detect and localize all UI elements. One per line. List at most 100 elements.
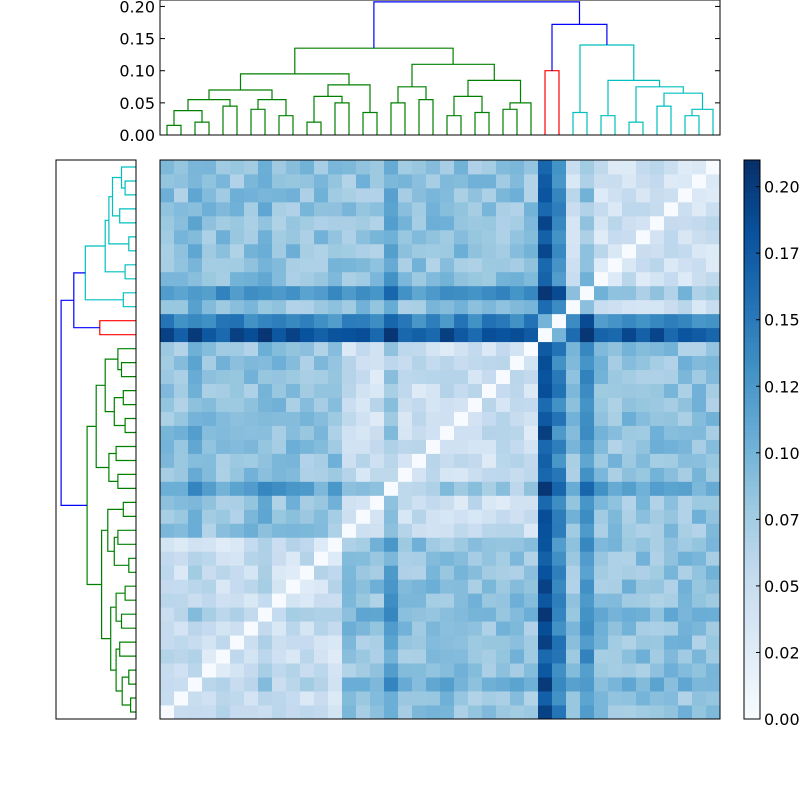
heatmap-cell xyxy=(678,607,693,622)
heatmap-cell xyxy=(174,467,189,482)
heatmap-cell xyxy=(622,313,637,329)
heatmap-cell xyxy=(496,425,511,440)
heatmap-cell xyxy=(692,313,707,329)
heatmap-cell xyxy=(622,299,637,315)
heatmap-cell xyxy=(440,593,455,608)
heatmap-cell xyxy=(678,173,693,189)
heatmap-cell xyxy=(636,243,651,259)
heatmap-cell xyxy=(510,369,525,385)
heatmap-cell xyxy=(664,523,679,538)
heatmap-cell xyxy=(244,649,259,664)
heatmap-cell xyxy=(328,173,343,189)
colorbar-segment xyxy=(744,360,760,366)
heatmap-cell xyxy=(678,355,693,371)
heatmap-cell xyxy=(328,523,343,538)
heatmap-cell xyxy=(342,383,357,398)
dendrogram-link xyxy=(691,108,714,135)
heatmap-cell xyxy=(216,579,231,594)
heatmap-cell xyxy=(230,229,245,245)
heatmap-cell xyxy=(314,411,329,426)
dendrogram-link xyxy=(628,121,644,135)
heatmap-cell xyxy=(286,341,301,357)
heatmap-cell xyxy=(552,327,567,343)
heatmap-cell xyxy=(384,187,399,203)
heatmap-cell xyxy=(580,523,595,538)
heatmap-cell xyxy=(314,439,329,454)
heatmap-cell xyxy=(650,383,665,398)
heatmap-cell xyxy=(636,565,651,580)
colorbar-segment xyxy=(744,318,760,324)
heatmap-cell xyxy=(482,173,497,189)
heatmap-cell xyxy=(426,565,441,580)
heatmap-cell xyxy=(328,341,343,357)
colorbar-segment xyxy=(744,173,760,180)
heatmap-cell xyxy=(468,187,483,203)
heatmap-cell xyxy=(272,355,287,371)
heatmap-cell xyxy=(454,160,469,175)
heatmap-cell xyxy=(510,299,525,315)
heatmap-cell xyxy=(440,439,455,454)
heatmap-cell xyxy=(468,271,483,287)
heatmap-cell xyxy=(384,369,399,385)
heatmap-cell xyxy=(370,453,385,468)
heatmap-cell xyxy=(510,537,525,552)
heatmap-cell xyxy=(496,453,511,468)
heatmap-cell xyxy=(622,397,637,412)
heatmap-cell xyxy=(468,439,483,454)
heatmap-cell xyxy=(664,411,679,426)
heatmap-cell xyxy=(356,635,371,650)
heatmap-cell xyxy=(202,285,217,301)
heatmap-cell xyxy=(398,397,413,412)
heatmap-cell xyxy=(398,607,413,622)
colorbar-segment xyxy=(744,169,760,175)
dendrogram-link xyxy=(128,669,136,685)
heatmap-cell xyxy=(342,467,357,482)
heatmap-cell xyxy=(468,551,483,566)
heatmap-cell xyxy=(566,243,581,259)
heatmap-cell xyxy=(692,593,707,608)
heatmap-cell xyxy=(244,523,259,538)
heatmap-cell xyxy=(594,439,609,454)
heatmap-cell xyxy=(524,593,539,608)
heatmap-cell xyxy=(482,565,497,580)
heatmap-cell xyxy=(580,607,595,622)
colorbar-segment xyxy=(744,243,760,250)
heatmap-cell xyxy=(258,467,273,482)
heatmap-cell xyxy=(468,677,483,692)
heatmap-cell xyxy=(496,705,511,720)
heatmap-cell xyxy=(272,327,287,343)
heatmap-cell xyxy=(468,691,483,706)
dendrogram-link xyxy=(294,47,454,74)
heatmap-cell xyxy=(202,565,217,580)
heatmap-cell xyxy=(300,369,315,385)
heatmap-cell xyxy=(538,411,553,426)
heatmap-cell xyxy=(552,369,567,385)
heatmap-cell xyxy=(678,327,693,343)
heatmap-cell xyxy=(300,299,315,315)
heatmap-cell xyxy=(258,160,273,175)
heatmap-cell xyxy=(230,565,245,580)
heatmap-cell xyxy=(300,663,315,678)
heatmap-cell xyxy=(692,495,707,510)
heatmap-cell xyxy=(188,201,203,217)
dendrogram-link xyxy=(119,641,136,657)
heatmap-cell xyxy=(230,243,245,259)
heatmap-cell xyxy=(496,411,511,426)
heatmap-cell xyxy=(230,313,245,329)
heatmap-cell xyxy=(328,397,343,412)
heatmap-cell xyxy=(328,439,343,454)
dendrogram-link xyxy=(579,44,635,113)
colorbar-tick-label: 0.05 xyxy=(764,577,800,596)
colorbar-frame xyxy=(743,159,761,720)
heatmap-cell xyxy=(384,285,399,301)
heatmap-cell xyxy=(314,257,329,273)
heatmap-cell xyxy=(244,243,259,259)
heatmap-cell xyxy=(636,649,651,664)
heatmap-cell xyxy=(552,593,567,608)
heatmap-cell xyxy=(524,285,539,301)
colorbar-segment xyxy=(744,476,760,482)
heatmap-cell xyxy=(524,425,539,440)
colorbar-segment xyxy=(744,616,760,622)
heatmap-cell xyxy=(272,495,287,510)
